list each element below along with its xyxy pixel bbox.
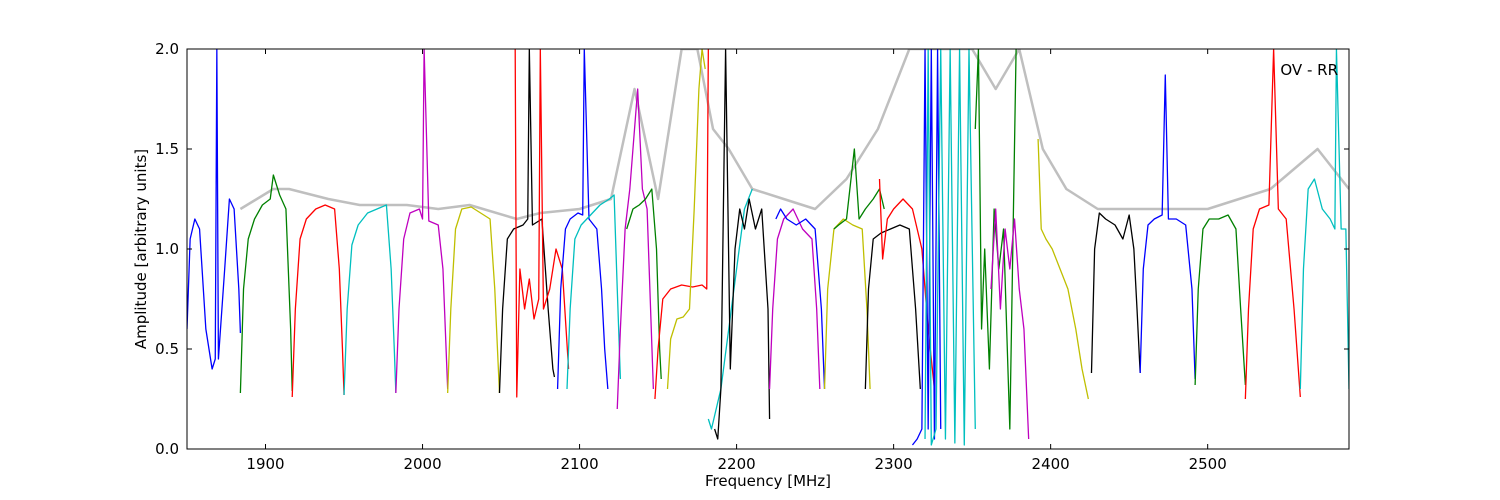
series-line (343, 204, 397, 396)
x-axis-label: Frequency [MHz] (705, 472, 831, 490)
plot-lines (187, 49, 1349, 446)
series-line (1090, 212, 1141, 374)
series-line (768, 208, 821, 390)
series-line (291, 204, 345, 398)
series-line (239, 174, 293, 394)
series-line (239, 49, 1349, 221)
series-line (1194, 214, 1247, 386)
series-line (447, 206, 501, 394)
x-tick-label: 2100 (560, 455, 598, 473)
series-line (1139, 74, 1196, 380)
y-tick-label: 0.0 (155, 440, 179, 458)
series-line (666, 49, 706, 390)
series-line (498, 49, 556, 394)
series-line (556, 49, 609, 390)
series-line (395, 49, 449, 394)
y-axis-label: Amplitude [arbitrary units] (132, 149, 150, 349)
annotation: OV - RR (1280, 61, 1338, 79)
series-line (1299, 49, 1349, 390)
series-line (514, 49, 570, 398)
x-tick-label: 2400 (1032, 455, 1070, 473)
x-tick-label: 2500 (1189, 455, 1227, 473)
y-tick-label: 2.0 (155, 40, 179, 58)
y-tick-label: 1.5 (155, 140, 179, 158)
series-line (713, 49, 771, 440)
series-line (823, 218, 871, 390)
series-line (1244, 49, 1301, 400)
y-tick-label: 0.5 (155, 340, 179, 358)
series-line (187, 49, 242, 370)
y-tick-label: 1.0 (155, 240, 179, 258)
x-tick-label: 2300 (875, 455, 913, 473)
series-line (924, 49, 976, 446)
series-line (654, 49, 709, 400)
series-line (616, 88, 655, 410)
x-tick-label: 2000 (403, 455, 441, 473)
series-line (707, 188, 753, 430)
series-line (974, 49, 1017, 430)
x-tick-label: 2200 (718, 455, 756, 473)
series-line (911, 49, 942, 446)
series-line (833, 148, 885, 230)
series-line (566, 194, 622, 390)
series-line (990, 208, 1030, 440)
x-tick-label: 1900 (246, 455, 284, 473)
series-line (864, 224, 921, 390)
series-line (775, 208, 826, 390)
series-line (1037, 138, 1089, 400)
